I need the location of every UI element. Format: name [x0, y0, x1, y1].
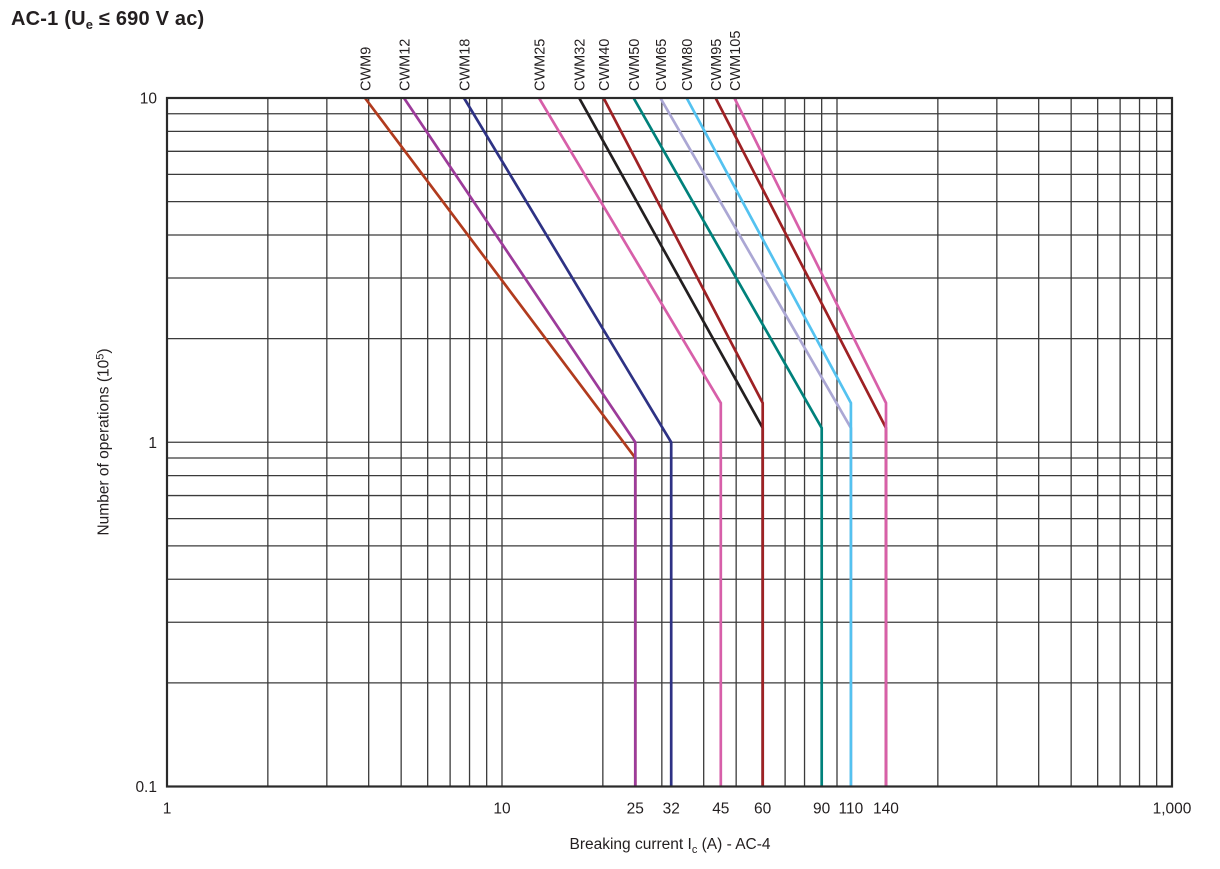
- x-tick-label-90: 90: [813, 801, 831, 818]
- series-label-CWM40: CWM40: [597, 39, 613, 91]
- curve-CWM25: [537, 97, 723, 787]
- curves: [363, 97, 888, 787]
- series-label-CWM18: CWM18: [457, 39, 473, 91]
- curve-CWM105: [733, 97, 888, 787]
- chart-title-suffix: ≤ 690 V ac): [93, 8, 205, 30]
- x-axis-title: Breaking current Ic (A) - AC-4: [569, 836, 770, 856]
- series-label-CWM95: CWM95: [709, 39, 725, 91]
- grid: [167, 98, 1172, 787]
- x-tick-label-25: 25: [627, 801, 644, 818]
- series-label-CWM65: CWM65: [654, 39, 670, 91]
- curve-CWM40: [602, 97, 765, 787]
- y-tick-label-0.1: 0.1: [135, 779, 157, 796]
- x-axis-title-pre: Breaking current I: [569, 836, 692, 853]
- y-tick-label-1: 1: [148, 435, 157, 452]
- series-label-CWM32: CWM32: [573, 39, 589, 91]
- x-tick-label-45: 45: [712, 801, 729, 818]
- x-tick-label-32: 32: [663, 801, 680, 818]
- curve-CWM50: [632, 97, 824, 787]
- chart-title: AC-1 (Ue ≤ 690 V ac): [11, 8, 204, 32]
- y-axis-title: Number of operations (105): [95, 348, 114, 535]
- x-tick-label-140: 140: [873, 801, 899, 818]
- series-labels: CWM9 CWM12 CWM18 CWM25 CWM32 CWM40 CWM50 CWM65 C…: [359, 31, 744, 91]
- x-tick-labels: 1 10 25 32 45 60 90 110 140 1,000: [163, 801, 1192, 818]
- x-tick-label-1,000: 1,000: [1153, 801, 1192, 818]
- series-label-CWM9: CWM9: [359, 47, 375, 91]
- curve-CWM18: [462, 97, 673, 787]
- series-label-CWM25: CWM25: [533, 39, 549, 91]
- x-axis-title-subscript: c: [691, 844, 698, 856]
- curve-CWM12: [402, 97, 637, 787]
- x-tick-label-10: 10: [493, 801, 511, 818]
- x-tick-label-1: 1: [163, 801, 172, 818]
- y-tick-label-10: 10: [140, 91, 158, 108]
- x-axis-title-post: (A) - AC-4: [697, 836, 771, 853]
- chart-title-prefix: AC-1 (U: [11, 8, 86, 30]
- y-axis-title-pre: Number of operations (10: [95, 359, 113, 536]
- chart-title-subscript: e: [85, 17, 94, 32]
- y-tick-labels: 10 1 0.1: [135, 91, 157, 797]
- series-label-CWM80: CWM80: [680, 39, 696, 91]
- plot-border: [165, 96, 1174, 788]
- x-tick-label-110: 110: [839, 801, 864, 818]
- y-axis-title-post: ): [95, 348, 113, 354]
- y-axis-title-superscript: 5: [94, 353, 107, 360]
- series-label-CWM105: CWM105: [728, 31, 744, 91]
- series-label-CWM12: CWM12: [398, 39, 414, 91]
- x-tick-label-60: 60: [754, 801, 772, 818]
- curve-CWM80: [685, 97, 853, 787]
- series-label-CWM50: CWM50: [627, 39, 643, 91]
